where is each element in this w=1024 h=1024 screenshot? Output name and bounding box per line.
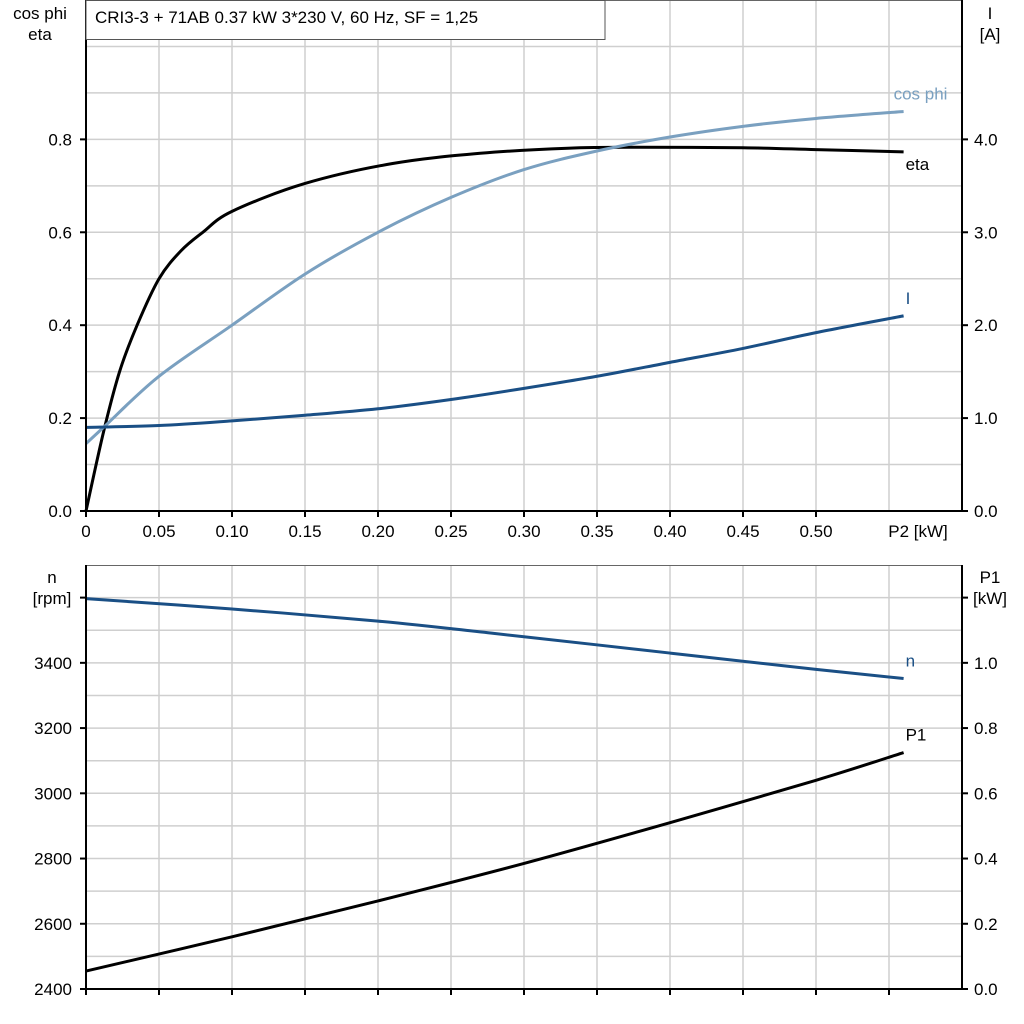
y-tick-label-left: 3200 (34, 719, 72, 738)
y-tick-label-left: 2400 (34, 980, 72, 999)
series-label-cos-phi: cos phi (894, 84, 948, 103)
series-label-i: I (906, 289, 911, 308)
y-tick-label-right: 0.4 (974, 850, 998, 869)
y-tick-label-right: 0.0 (974, 502, 998, 521)
series-label-eta: eta (906, 155, 930, 174)
y-tick-label-right: 0.6 (974, 784, 998, 803)
x-tick-label: 0.35 (580, 522, 613, 541)
top-left-axis-label-1: cos phi (13, 4, 67, 23)
y-tick-label-right: 4.0 (974, 130, 998, 149)
x-tick-label: 0.25 (434, 522, 467, 541)
y-tick-label-left: 3000 (34, 784, 72, 803)
x-tick-label: 0.20 (361, 522, 394, 541)
y-tick-label-left: 0.8 (48, 130, 72, 149)
curve-eta (84, 145, 904, 512)
x-tick-label: 0.50 (799, 522, 832, 541)
x-tick-label: 0.40 (653, 522, 686, 541)
y-tick-label-left: 3400 (34, 654, 72, 673)
curve-n (85, 597, 904, 680)
top-grid (86, 0, 962, 511)
y-tick-label-left: 2800 (34, 850, 72, 869)
y-tick-label-right: 0.2 (974, 915, 998, 934)
bottom-grid (86, 565, 962, 989)
top-left-axis-label-2: eta (28, 25, 52, 44)
curves: eta cos phi In P1 (84, 84, 948, 973)
bottom-right-axis-label-2: [kW] (973, 589, 1007, 608)
x-tick-label: 0.10 (215, 522, 248, 541)
chart-title: CRI3-3 + 71AB 0.37 kW 3*230 V, 60 Hz, SF… (95, 8, 478, 27)
x-axis-label: P2 [kW] (888, 522, 948, 541)
x-tick-label: 0 (81, 522, 90, 541)
y-tick-label-right: 1.0 (974, 409, 998, 428)
bottom-right-axis-label-1: P1 (980, 568, 1001, 587)
curve-p1 (85, 751, 905, 973)
axes: 0.0 0.2 0.4 0.6 0.8 0.0 1.0 2.0 3.0 4.0 0 0.05 0.10 0… (34, 0, 998, 999)
curve-i (85, 314, 904, 429)
y-tick-label-left: 0.6 (48, 223, 72, 242)
series-label-n: n (906, 652, 915, 671)
y-tick-label-right: 3.0 (974, 223, 998, 242)
y-tick-label-left: 2600 (34, 915, 72, 934)
top-right-axis-label-2: [A] (980, 25, 1001, 44)
bottom-left-axis-label-1: n (47, 568, 56, 587)
y-tick-label-right: 0.8 (974, 719, 998, 738)
y-tick-label-right: 0.0 (974, 980, 998, 999)
series-label-p1: P1 (906, 726, 927, 745)
y-tick-label-right: 2.0 (974, 316, 998, 335)
x-tick-label: 0.30 (507, 522, 540, 541)
x-tick-label: 0.15 (288, 522, 321, 541)
x-tick-label: 0.45 (726, 522, 759, 541)
y-tick-label-left: 0.4 (48, 316, 72, 335)
y-tick-label-right: 1.0 (974, 654, 998, 673)
x-tick-label: 0.05 (142, 522, 175, 541)
top-right-axis-label-1: I (988, 4, 993, 23)
curve-cos-phi (84, 109, 904, 445)
title-box (85, 0, 606, 40)
y-tick-label-left: 0.2 (48, 409, 72, 428)
y-tick-label-left: 0.0 (48, 502, 72, 521)
bottom-left-axis-label-2: [rpm] (33, 589, 72, 608)
